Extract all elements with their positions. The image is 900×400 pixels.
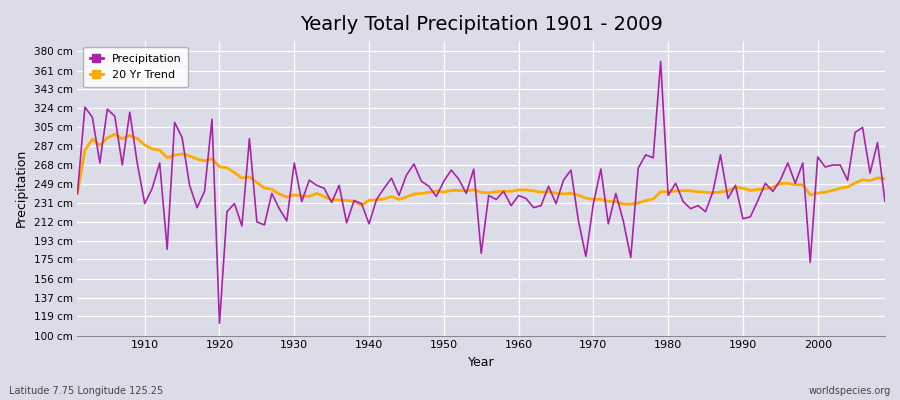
Title: Yearly Total Precipitation 1901 - 2009: Yearly Total Precipitation 1901 - 2009 <box>300 15 662 34</box>
Legend: Precipitation, 20 Yr Trend: Precipitation, 20 Yr Trend <box>83 47 188 87</box>
X-axis label: Year: Year <box>468 356 494 369</box>
Text: worldspecies.org: worldspecies.org <box>809 386 891 396</box>
Y-axis label: Precipitation: Precipitation <box>15 149 28 228</box>
Text: Latitude 7.75 Longitude 125.25: Latitude 7.75 Longitude 125.25 <box>9 386 163 396</box>
